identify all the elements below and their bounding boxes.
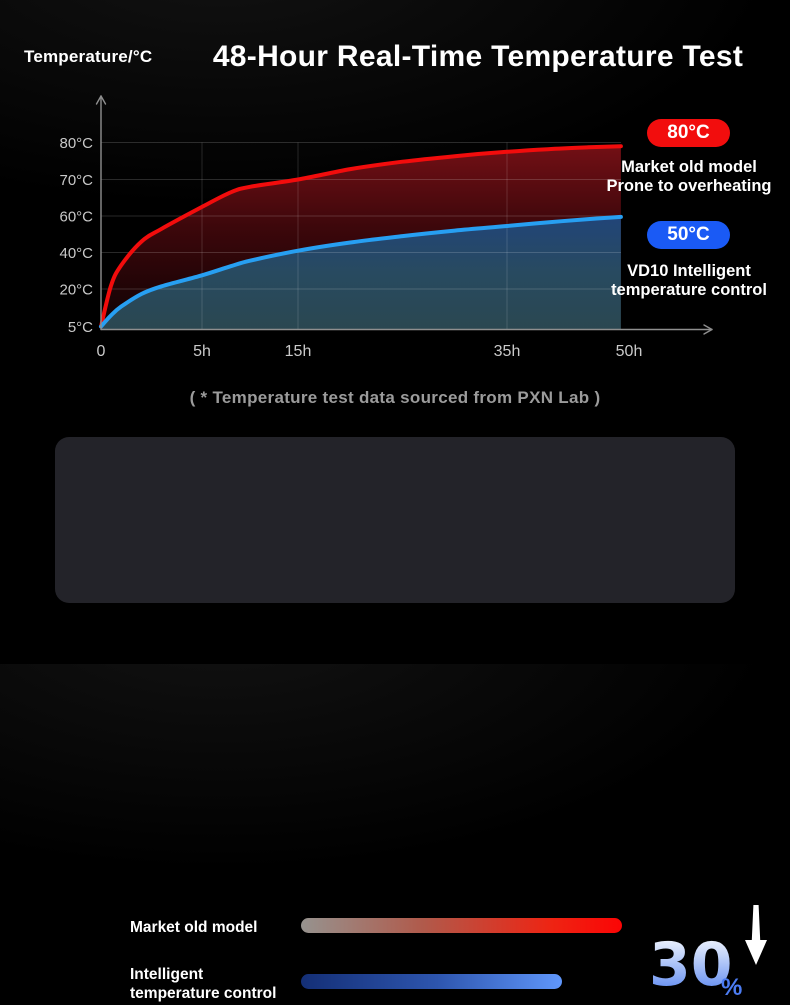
y-tick-label: 80°C <box>59 135 93 152</box>
chart-title: 48-Hour Real-Time Temperature Test <box>212 40 744 73</box>
blue-temp-badge: 50°C <box>647 221 730 249</box>
y-axis-arrow-icon <box>95 95 107 105</box>
old-model-label: Market old model <box>130 919 258 936</box>
red-temp-badge: 80°C <box>647 119 730 147</box>
intelligent-control-bar <box>301 974 562 989</box>
red-series-curve <box>99 144 623 329</box>
intelligent-control-label: Intelligent temperature control <box>130 965 276 1003</box>
blue-series-caption-line1: VD10 Intelligent <box>627 262 751 280</box>
blue-series-curve <box>99 214 623 329</box>
temperature-chart: 5°C 20°C 40°C 60°C 70°C 80°C 0 5h 15h 35h 50h <box>59 95 713 360</box>
reduction-percентage: 30 <box>649 925 733 1005</box>
data-source-note: ( * Temperature test data sourced from P… <box>189 388 601 407</box>
red-series-caption: Market old model Prone to overheating <box>589 158 789 196</box>
x-axis-arrow-icon <box>703 324 713 335</box>
x-tick-label: 5h <box>193 343 211 360</box>
y-tick-label: 40°C <box>59 245 93 262</box>
y-tick-label: 70°C <box>59 172 93 189</box>
comparison-panel: Market old model Intelligent temperature… <box>55 437 767 1002</box>
x-tick-label: 15h <box>285 343 312 360</box>
intelligent-control-label-line1: Intelligent <box>130 966 204 983</box>
x-tick-label: 50h <box>616 343 643 360</box>
blue-series-caption-line2: temperature control <box>611 281 767 299</box>
decrease-arrow-icon <box>745 905 767 965</box>
percent-sign: % <box>721 974 743 1001</box>
blue-series-caption: VD10 Intelligent temperature control <box>589 262 789 300</box>
red-series-caption-line1: Market old model <box>621 158 757 176</box>
old-model-bar <box>301 918 622 933</box>
blue-series-area <box>101 216 621 330</box>
y-tick-label: 5°C <box>68 319 93 336</box>
y-tick-label: 60°C <box>59 209 93 226</box>
x-tick-label: 35h <box>494 343 521 360</box>
y-tick-label: 20°C <box>59 282 93 299</box>
red-series-caption-line2: Prone to overheating <box>606 177 772 195</box>
x-tick-label: 0 <box>97 343 106 360</box>
y-axis-title: Temperature/°C <box>24 47 153 66</box>
intelligent-control-label-line2: temperature control <box>130 985 277 1002</box>
